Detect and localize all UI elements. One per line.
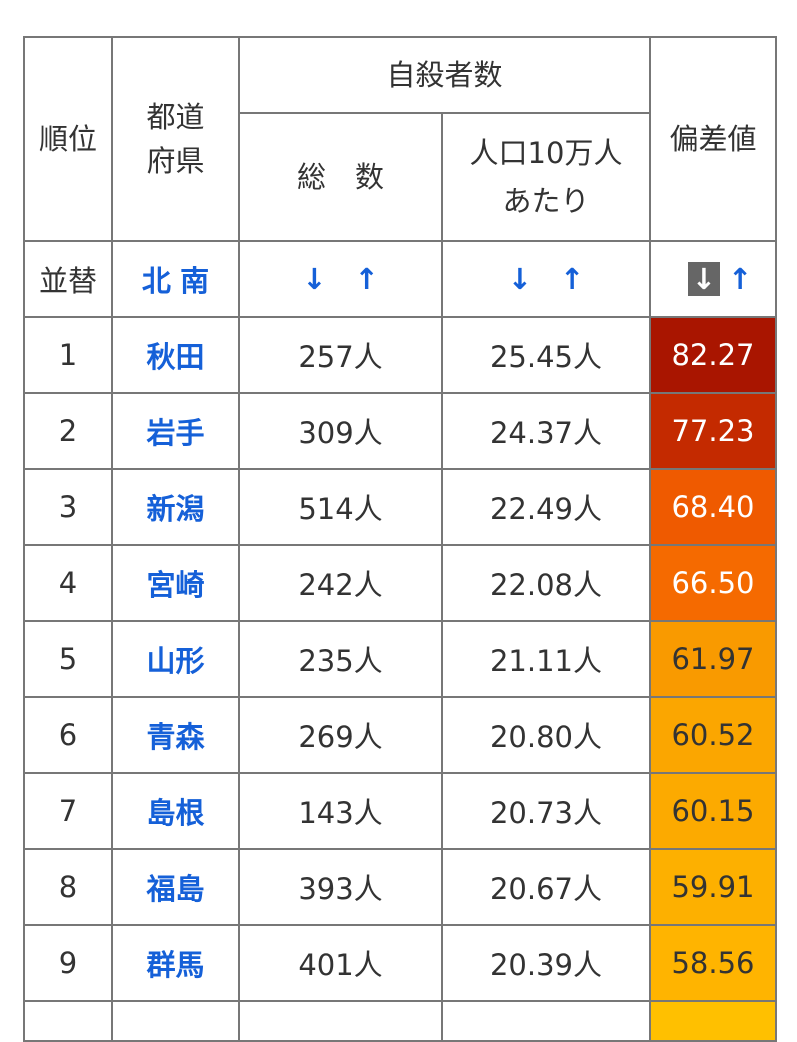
sort-north-link[interactable]: 北 [141, 264, 171, 298]
prefecture-link[interactable]: 宮崎 [146, 568, 205, 602]
total-cell: 309人 [238, 392, 443, 470]
per-100k-cell: 24.37人 [441, 392, 651, 470]
table-row: 6 青森 269人 20.80人 60.52 [23, 696, 777, 774]
table-row: 4 宮崎 242人 22.08人 66.50 [23, 544, 777, 622]
deviation-cell: 58.56 [649, 924, 777, 1002]
deviation-cell: 68.40 [649, 468, 777, 546]
prefecture-link[interactable]: 青森 [146, 720, 205, 754]
deviation-cell [649, 1000, 777, 1042]
deviation-cell: 59.91 [649, 848, 777, 926]
rank-cell: 3 [23, 468, 113, 546]
prefecture-link[interactable]: 秋田 [146, 340, 205, 374]
table-row: 8 福島 393人 20.67人 59.91 [23, 848, 777, 926]
rank-cell: 5 [23, 620, 113, 698]
prefecture-link[interactable]: 新潟 [146, 492, 205, 526]
table-row: 9 群馬 401人 20.39人 58.56 [23, 924, 777, 1002]
rank-cell: 1 [23, 316, 113, 394]
rank-cell: 9 [23, 924, 113, 1002]
header-rank: 順位 [23, 36, 113, 242]
sort-per-asc-icon[interactable]: ↑ [560, 262, 585, 296]
prefecture-link[interactable]: 群馬 [146, 948, 205, 982]
table-row: 5 山形 235人 21.11人 61.97 [23, 620, 777, 698]
table-row: 1 秋田 257人 25.45人 82.27 [23, 316, 777, 394]
per-100k-cell: 20.67人 [441, 848, 651, 926]
per-100k-cell: 20.39人 [441, 924, 651, 1002]
rank-cell: 7 [23, 772, 113, 850]
per-100k-cell: 22.08人 [441, 544, 651, 622]
sort-total-desc-icon[interactable]: ↓ [302, 262, 327, 296]
total-cell: 401人 [238, 924, 443, 1002]
deviation-cell: 66.50 [649, 544, 777, 622]
total-cell: 514人 [238, 468, 443, 546]
total-cell: 393人 [238, 848, 443, 926]
sort-per-desc-icon[interactable]: ↓ [507, 262, 532, 296]
sort-total-asc-icon[interactable]: ↑ [354, 262, 379, 296]
total-cell: 143人 [238, 772, 443, 850]
sort-dev-asc-icon[interactable]: ↑ [728, 262, 753, 296]
table-row-partial [23, 1000, 777, 1042]
rank-cell: 4 [23, 544, 113, 622]
sort-row: 並替 北 南 ↓ ↑ ↓ ↑ ↓ ↑ [23, 240, 777, 318]
deviation-cell: 82.27 [649, 316, 777, 394]
header-deviation: 偏差値 [649, 36, 777, 242]
ranking-table: 順位 都道 府県 自殺者数 偏差値 総 数 人口10万人 あたり 並替 北 南 … [23, 36, 777, 1042]
header-suicides: 自殺者数 [238, 36, 651, 114]
deviation-cell: 77.23 [649, 392, 777, 470]
per-100k-cell: 25.45人 [441, 316, 651, 394]
prefecture-link[interactable]: 山形 [146, 644, 205, 678]
per-100k-cell: 22.49人 [441, 468, 651, 546]
deviation-cell: 60.52 [649, 696, 777, 774]
sort-south-link[interactable]: 南 [180, 264, 210, 298]
prefecture-link[interactable]: 島根 [146, 796, 205, 830]
header-total: 総 数 [238, 112, 443, 242]
table-row: 2 岩手 309人 24.37人 77.23 [23, 392, 777, 470]
rank-cell: 6 [23, 696, 113, 774]
sort-dev-desc-icon[interactable]: ↓ [687, 262, 720, 296]
table-row: 3 新潟 514人 22.49人 68.40 [23, 468, 777, 546]
prefecture-link[interactable]: 岩手 [146, 416, 205, 450]
total-cell: 269人 [238, 696, 443, 774]
header-prefecture: 都道 府県 [111, 36, 240, 242]
deviation-cell: 60.15 [649, 772, 777, 850]
per-100k-cell: 20.73人 [441, 772, 651, 850]
table-row: 7 島根 143人 20.73人 60.15 [23, 772, 777, 850]
sort-label: 並替 [23, 240, 113, 318]
rank-cell: 8 [23, 848, 113, 926]
prefecture-link[interactable]: 福島 [146, 872, 205, 906]
header-per-100k: 人口10万人 あたり [441, 112, 651, 242]
per-100k-cell: 21.11人 [441, 620, 651, 698]
rank-cell: 2 [23, 392, 113, 470]
per-100k-cell: 20.80人 [441, 696, 651, 774]
deviation-cell: 61.97 [649, 620, 777, 698]
total-cell: 235人 [238, 620, 443, 698]
total-cell: 242人 [238, 544, 443, 622]
total-cell: 257人 [238, 316, 443, 394]
